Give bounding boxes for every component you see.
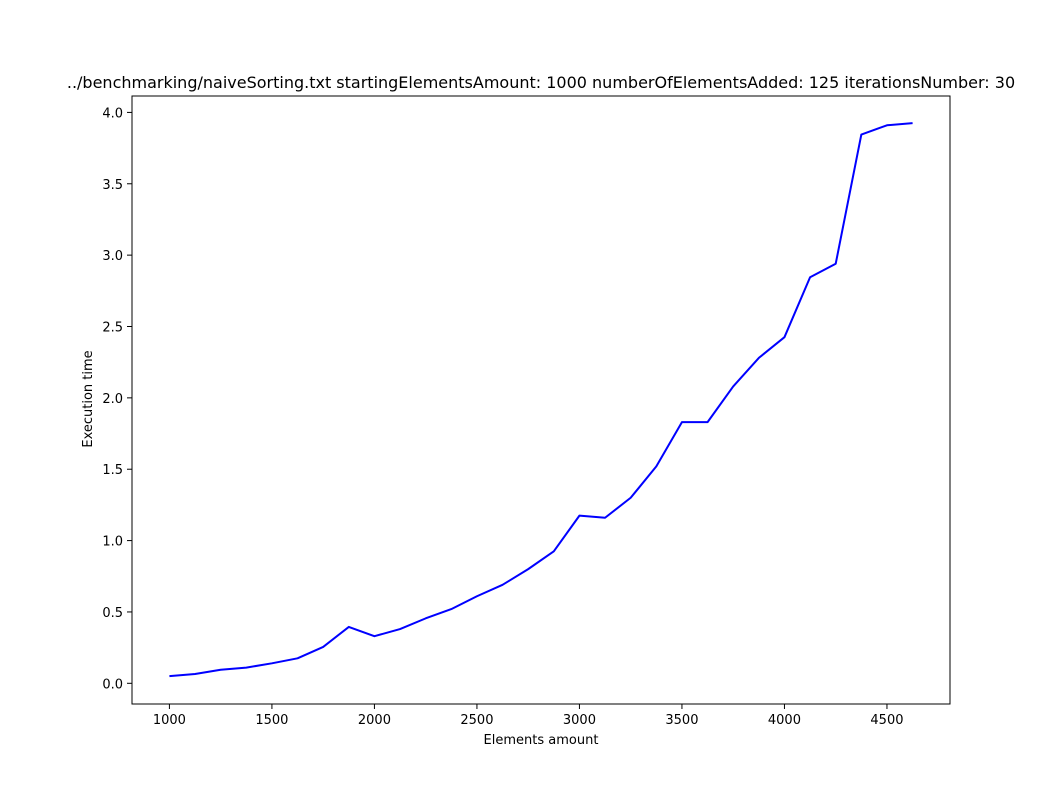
x-tick-label: 1500 <box>255 713 288 728</box>
y-axis: 0.0 0.5 1.0 1.5 2.0 2.5 3.0 3.5 4.0 <box>102 106 132 692</box>
x-tick-label: 4500 <box>870 713 903 728</box>
series-line <box>169 122 913 678</box>
y-tick-label: 4.0 <box>102 106 123 121</box>
y-axis-label: Execution time <box>81 350 96 447</box>
plot-area <box>131 95 951 705</box>
y-tick-label: 0.0 <box>102 677 123 692</box>
x-tick-label: 3500 <box>665 713 698 728</box>
chart-title: ../benchmarking/naiveSorting.txt startin… <box>67 73 1015 92</box>
y-tick-label: 3.5 <box>102 178 123 193</box>
plot-frame <box>131 95 951 705</box>
y-tick-label: 2.5 <box>102 320 123 335</box>
y-tick-label: 1.5 <box>102 463 123 478</box>
x-axis: 1000 1500 2000 2500 3000 3500 4000 4500 <box>153 704 904 728</box>
x-tick-label: 3000 <box>563 713 596 728</box>
y-tick-label: 1.0 <box>102 535 123 550</box>
x-tick-label: 1000 <box>153 713 186 728</box>
y-tick-label: 2.0 <box>102 392 123 407</box>
x-axis-label: Elements amount <box>484 733 599 748</box>
x-tick-label: 2500 <box>460 713 493 728</box>
x-tick-label: 4000 <box>768 713 801 728</box>
x-tick-label: 2000 <box>358 713 391 728</box>
y-tick-label: 3.0 <box>102 249 123 264</box>
y-tick-label: 0.5 <box>102 606 123 621</box>
